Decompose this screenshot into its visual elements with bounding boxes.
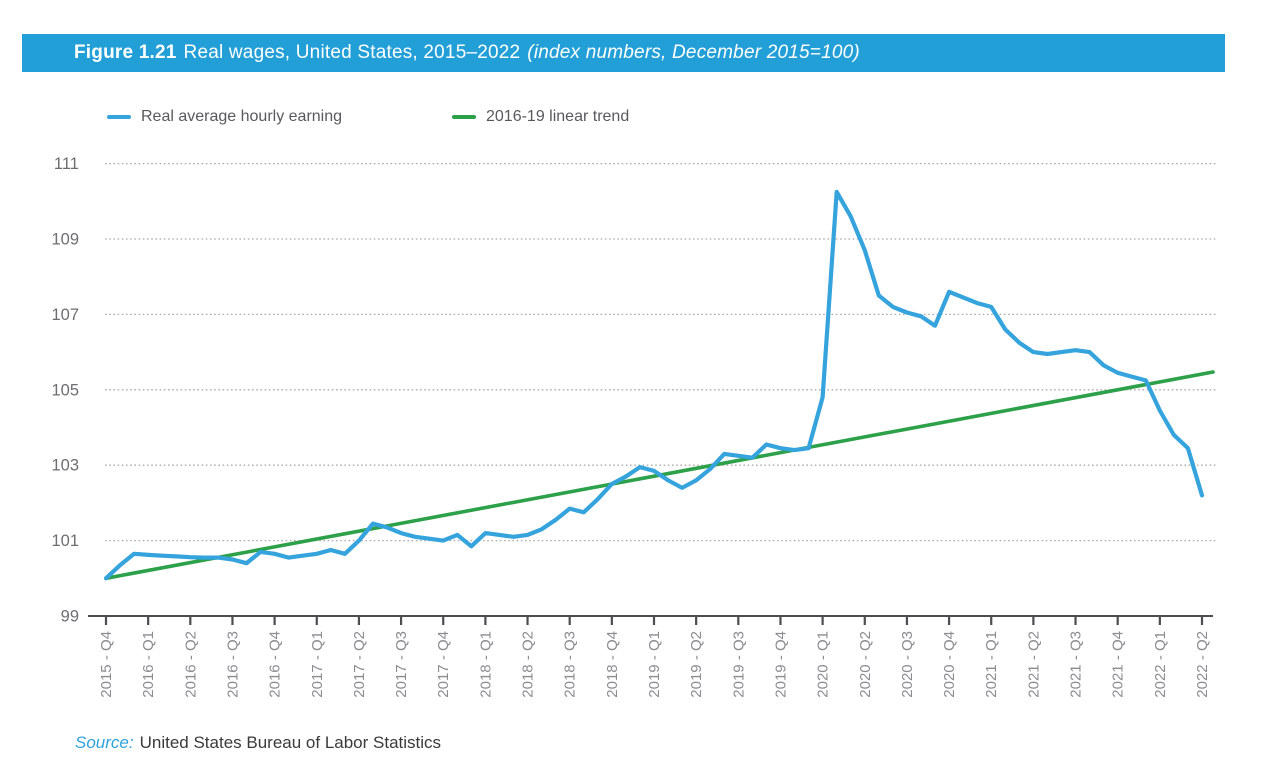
x-tick-label: 2021 - Q2 (1025, 631, 1042, 698)
source-line: Source: United States Bureau of Labor Sta… (75, 733, 441, 753)
x-tick-label: 2020 - Q1 (815, 631, 832, 698)
x-tick-label: 2020 - Q3 (899, 631, 916, 698)
x-tick-label: 2015 - Q4 (98, 631, 115, 698)
x-tick-label: 2019 - Q2 (688, 631, 705, 698)
x-tick-label: 2018 - Q1 (477, 631, 494, 698)
legend-item-trend: 2016-19 linear trend (452, 106, 629, 128)
y-tick-label: 103 (51, 457, 79, 475)
x-axis-labels: 2015 - Q4 2016 - Q1 2016 - Q2 2016 - Q3 2016… (98, 631, 1211, 698)
x-tick-label: 2020 - Q4 (941, 631, 958, 698)
legend-label-trend: 2016-19 linear trend (486, 108, 630, 125)
legend-label-earning: Real average hourly earning (141, 108, 343, 125)
source-prefix: Source: (75, 733, 134, 752)
x-tick-label: 2017 - Q1 (309, 631, 326, 698)
x-tick-label: 2019 - Q3 (730, 631, 747, 698)
legend-item-earning: Real average hourly earning (107, 106, 342, 128)
legend-green-dash-icon (452, 115, 476, 119)
x-tick-label: 2016 - Q2 (182, 631, 199, 698)
x-tick-label: 2018 - Q2 (520, 631, 537, 698)
x-axis (88, 615, 1213, 625)
x-tick-label: 2019 - Q4 (772, 631, 789, 698)
x-tick-label: 2021 - Q1 (983, 631, 1000, 698)
y-tick-label: 101 (51, 532, 79, 550)
y-tick-label: 109 (51, 231, 79, 249)
x-tick-label: 2016 - Q3 (224, 631, 241, 698)
x-tick-label: 2018 - Q3 (562, 631, 579, 698)
x-tick-label: 2022 - Q2 (1194, 631, 1211, 698)
legend-blue-dash-icon (107, 115, 131, 119)
y-tick-label: 107 (51, 306, 79, 324)
figure-title-bar: Figure 1.21 Real wages, United States, 2… (22, 34, 1225, 72)
x-tick-label: 2016 - Q4 (267, 631, 284, 698)
x-tick-label: 2021 - Q4 (1110, 631, 1127, 698)
x-tick-label: 2016 - Q1 (140, 631, 157, 698)
x-tick-label: 2017 - Q3 (393, 631, 410, 698)
x-tick-label: 2022 - Q1 (1152, 631, 1169, 698)
x-tick-label: 2018 - Q4 (604, 631, 621, 698)
earning-line (103, 189, 1205, 581)
data-series (103, 189, 1215, 581)
y-tick-label: 105 (51, 381, 79, 399)
figure-subtitle: (index numbers, December 2015=100) (527, 42, 860, 63)
x-tick-label: 2017 - Q4 (435, 631, 452, 698)
x-tick-label: 2021 - Q3 (1068, 631, 1085, 698)
figure-number: Figure 1.21 (74, 42, 177, 63)
x-tick-label: 2017 - Q2 (351, 631, 368, 698)
x-tick-label: 2020 - Q2 (857, 631, 874, 698)
figure-title: Real wages, United States, 2015–2022 (183, 42, 521, 63)
y-tick-label: 99 (61, 608, 79, 626)
y-axis-labels: 99 101 103 105 107 109 111 (51, 155, 79, 625)
source-text: United States Bureau of Labor Statistics (139, 733, 442, 752)
y-gridlines (105, 162, 1216, 542)
y-tick-label: 111 (54, 155, 79, 173)
x-tick-label: 2019 - Q1 (646, 631, 663, 698)
